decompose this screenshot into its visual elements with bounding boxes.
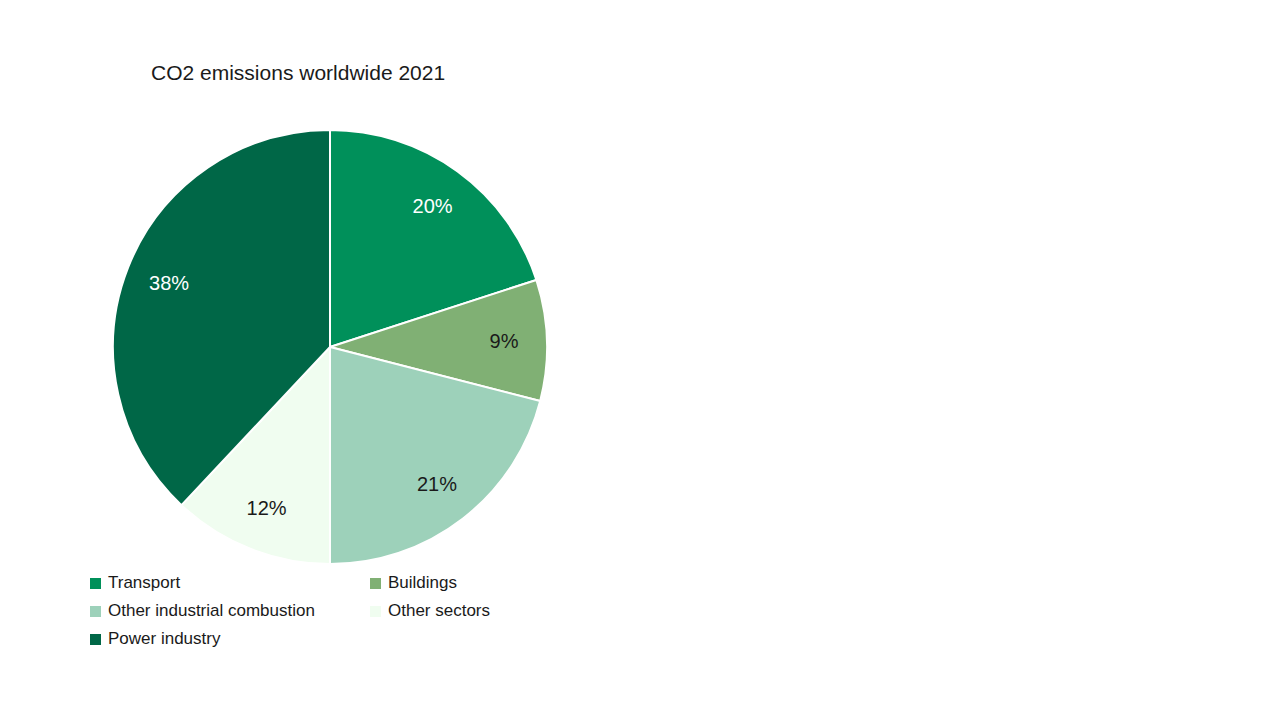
html-text:Other sectors: Other sectors [388, 601, 490, 620]
html-text:Other industrial combustion: Other industrial combustion [108, 601, 315, 620]
svg-text:9%: 9% [490, 330, 519, 352]
svg-text:21%: 21% [417, 473, 457, 495]
svg-text:20%: 20% [413, 195, 453, 217]
svg-text:12%: 12% [247, 497, 287, 519]
svg-text:38%: 38% [149, 272, 189, 294]
html-text:Transport: Transport [108, 573, 181, 592]
html-text:Power industry: Power industry [108, 629, 221, 648]
html-text:Buildings: Buildings [388, 573, 457, 592]
html-text:CO2 emissions worldwide 2021: CO2 emissions worldwide 2021 [151, 61, 446, 84]
